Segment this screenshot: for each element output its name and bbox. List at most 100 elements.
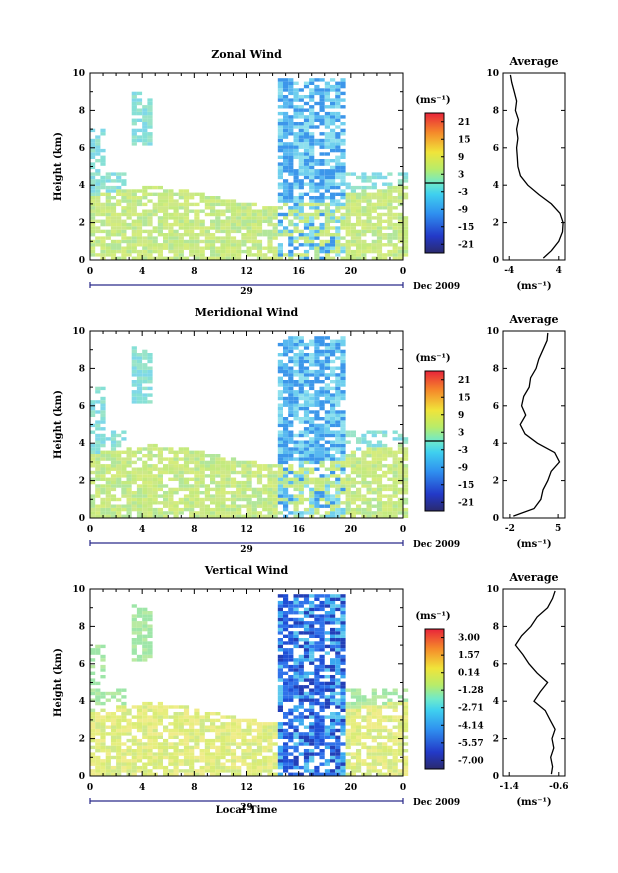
x-tick-label: 20 [345,525,358,535]
colorbar-tick-label: -3 [458,446,468,456]
average-y-tick-label: 10 [486,327,499,337]
y-axis-label: Height (km) [53,648,64,717]
y-tick-label: 4 [79,697,85,707]
y-tick-label: 6 [79,660,85,670]
colorbar [424,628,445,770]
average-y-tick-label: 6 [493,144,499,154]
y-tick-label: 8 [79,106,85,116]
average-title: Average [508,313,558,326]
colorbar-tick-label: -9 [458,463,468,473]
y-tick-label: 8 [79,622,85,632]
heatmap-field [90,336,409,518]
x-tick-label: 16 [292,783,305,793]
panel-title: Vertical Wind [204,564,289,577]
y-tick-label: 10 [72,69,85,79]
x-tick-label: 8 [191,525,197,535]
average-y-tick-label: 4 [493,439,499,449]
colorbar-tick-label: -9 [458,205,468,215]
average-title: Average [508,55,558,68]
colorbar-tick-label: 3 [458,170,464,180]
x-tick-label: 0 [400,267,406,277]
average-y-tick-label: 6 [493,660,499,670]
average-y-tick-label: 4 [493,181,499,191]
average-y-tick-label: 2 [493,735,499,745]
average-y-tick-label: 0 [493,772,499,782]
y-tick-label: 2 [79,477,85,487]
x-tick-label: 12 [240,267,253,277]
average-y-tick-label: 4 [493,697,499,707]
x-tick-label: 0 [400,525,406,535]
colorbar-unit: (ms⁻¹) [415,95,450,106]
average-x-tick-label: -2 [505,524,515,534]
day-label: 29 [240,545,253,555]
y-tick-label: 8 [79,364,85,374]
y-axis-label: Height (km) [53,390,64,459]
average-profile-line [514,590,556,775]
panel-title: Zonal Wind [211,48,282,61]
colorbar-tick-label: 15 [458,393,471,403]
average-y-tick-label: 10 [486,69,499,79]
colorbar-unit: (ms⁻¹) [415,611,450,622]
average-x-tick-label: -1.4 [499,782,518,792]
heatmap-field [90,78,409,260]
y-tick-label: 10 [72,327,85,337]
x-tick-label: 0 [87,267,93,277]
y-tick-label: 0 [79,514,85,524]
average-unit: (ms⁻¹) [516,797,551,808]
x-tick-label: 12 [240,783,253,793]
average-x-tick-label: -4 [504,266,514,276]
colorbar-tick-label: 9 [458,153,464,163]
colorbar-tick-label: 9 [458,411,464,421]
colorbar-tick-label: -4.14 [458,721,484,731]
average-y-tick-label: 0 [493,256,499,266]
colorbar-tick-label: -21 [458,240,474,250]
colorbar-tick-label: 3 [458,428,464,438]
x-tick-label: 0 [400,783,406,793]
average-y-tick-label: 8 [493,106,499,116]
y-tick-label: 2 [79,219,85,229]
colorbar-tick-label: 0.14 [458,669,480,679]
average-y-tick-label: 2 [493,219,499,229]
y-tick-label: 4 [79,439,85,449]
x-tick-label: 20 [345,267,358,277]
colorbar-unit: (ms⁻¹) [415,353,450,364]
colorbar-tick-label: 3.00 [458,634,480,644]
x-tick-label: 0 [87,783,93,793]
average-profile-line [513,332,561,517]
colorbar-tick-label: -5.57 [458,739,484,749]
x-axis-label: Local Time [216,805,278,816]
y-tick-label: 4 [79,181,85,191]
x-tick-label: 12 [240,525,253,535]
colorbar-tick-label: -21 [458,498,474,508]
colorbar-tick-label: -3 [458,188,468,198]
colorbar-tick-label: 21 [458,376,471,386]
x-tick-label: 16 [292,267,305,277]
average-y-tick-label: 10 [486,585,499,595]
x-tick-label: 4 [139,783,145,793]
colorbar-tick-label: -15 [458,223,474,233]
average-y-tick-label: 8 [493,364,499,374]
average-frame [502,588,566,777]
average-y-tick-label: 6 [493,402,499,412]
average-x-tick-label: -0.6 [549,782,568,792]
average-y-tick-label: 2 [493,477,499,487]
colorbar-tick-label: -1.28 [458,686,484,696]
y-tick-label: 10 [72,585,85,595]
x-tick-label: 0 [87,525,93,535]
y-tick-label: 0 [79,772,85,782]
average-frame [502,72,566,261]
x-tick-label: 16 [292,525,305,535]
colorbar-tick-label: -7.00 [458,756,484,766]
colorbar-tick-label: 1.57 [458,651,480,661]
x-tick-label: 8 [191,267,197,277]
panel-2: Meridional Wind 0 2 4 6 8 10 Height (km) 0 4 8 12 16… [53,306,566,555]
heatmap-field [90,594,409,776]
y-tick-label: 0 [79,256,85,266]
x-tick-label: 8 [191,783,197,793]
colorbar-tick-label: -2.71 [458,704,484,714]
date-label: Dec 2009 [413,540,460,550]
x-tick-label: 4 [139,267,145,277]
